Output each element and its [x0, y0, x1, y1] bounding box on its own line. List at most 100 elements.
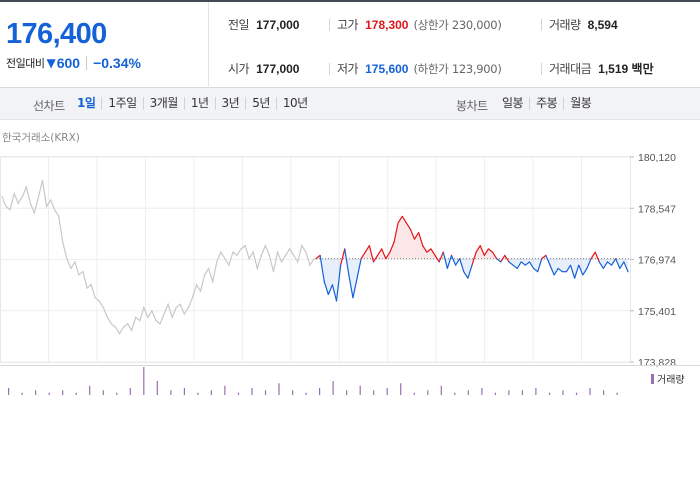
data-point-today: [471, 264, 473, 266]
data-point-previous: [244, 245, 246, 247]
volume-bar: [183, 388, 185, 395]
data-point-today: [381, 248, 383, 250]
line-chart-label: 선차트: [33, 99, 65, 113]
data-point-previous: [74, 261, 76, 263]
area-segment: [414, 232, 419, 259]
data-point-previous: [199, 290, 202, 292]
line-segment: [508, 261, 514, 266]
data-point-previous: [163, 313, 165, 315]
data-point-previous: [17, 202, 19, 204]
candle-period-tab-1[interactable]: 주봉: [529, 97, 563, 110]
volume-bar: [467, 390, 469, 395]
data-point-previous: [248, 258, 250, 260]
data-point-today: [500, 261, 502, 263]
line-segment: [545, 255, 551, 266]
data-point-previous: [90, 284, 92, 286]
data-point-previous: [66, 258, 68, 260]
volume-bar: [454, 392, 456, 395]
line-period-tab-5[interactable]: 5년: [245, 97, 276, 110]
volume-bar: [237, 392, 240, 395]
data-point-today: [520, 261, 522, 263]
line-segment: [426, 248, 432, 253]
data-point-previous: [94, 297, 96, 299]
volume-bar: [210, 390, 212, 395]
volume-bar: [359, 385, 361, 395]
line-segment: [319, 255, 325, 282]
volume-bar: [143, 367, 145, 395]
line-segment: [557, 267, 563, 273]
candle-period-tabs: 일봉 주봉 월봉: [496, 97, 597, 110]
volume-bar: [575, 392, 578, 395]
volume-bar: [305, 392, 307, 395]
data-point-previous: [9, 209, 11, 211]
area-segment: [422, 245, 427, 259]
area-segment: [554, 258, 559, 275]
line-segment: [578, 264, 584, 276]
area-segment: [328, 258, 333, 295]
line-segment: [496, 258, 502, 263]
data-point-previous: [54, 209, 56, 211]
price-chart: 180,120 178,547 176,974 175,401 173,828 한국거래…: [0, 121, 700, 401]
data-point-previous: [293, 254, 295, 256]
volume-bar: [508, 390, 510, 395]
area-segment: [398, 216, 403, 259]
data-point-previous: [212, 280, 214, 283]
volume-bar: [440, 385, 442, 395]
divider: [86, 56, 88, 70]
data-point-today: [479, 245, 481, 247]
stat-high: 고가 178,300 (상한가 230,000): [337, 17, 502, 33]
line-period-tab-3[interactable]: 1년: [183, 97, 215, 110]
data-point-previous: [240, 248, 242, 250]
line-segment: [360, 251, 366, 259]
volume-swatch: [651, 373, 654, 384]
data-point-today: [430, 248, 432, 250]
line-segment: [455, 258, 461, 266]
data-point-today: [602, 267, 605, 269]
volume-bar: [332, 381, 334, 395]
data-point-today: [401, 215, 403, 217]
line-period-tab-6[interactable]: 10년: [275, 97, 314, 110]
area-segment: [533, 258, 538, 272]
line-period-tab-4[interactable]: 3년: [214, 97, 246, 110]
area-segment: [476, 245, 481, 259]
price-box: 176,400 전일대비 ▼ 600 −0.34%: [0, 2, 209, 88]
line-segment: [344, 248, 350, 276]
data-point-previous: [183, 313, 185, 315]
data-point-today: [368, 245, 370, 247]
data-point-previous: [256, 267, 258, 269]
line-segment: [512, 264, 518, 269]
data-point-previous: [41, 179, 44, 182]
line-segment: [598, 261, 604, 269]
line-period-tab-1[interactable]: 1주일: [101, 97, 142, 110]
line-period-tab-2[interactable]: 3개월: [142, 97, 184, 110]
data-point-today: [483, 254, 485, 256]
candle-period-tab-0[interactable]: 일봉: [502, 96, 524, 110]
data-point-previous: [159, 323, 161, 325]
data-point-today: [364, 251, 366, 253]
line-period-tab-0[interactable]: 1일: [77, 96, 96, 110]
area-segment: [525, 258, 530, 266]
data-point-previous: [220, 251, 222, 253]
divider: [541, 19, 542, 31]
data-point-previous: [268, 254, 270, 256]
volume-bar: [264, 390, 267, 395]
line-segment: [372, 255, 379, 263]
area-segment: [582, 258, 587, 275]
data-point-today: [446, 267, 448, 269]
divider: [541, 63, 542, 75]
area-segment: [324, 258, 329, 295]
data-point-previous: [135, 316, 137, 318]
line-segment: [463, 271, 469, 279]
volume-bar: [427, 390, 429, 395]
y-tick-label: 180,120: [638, 152, 676, 164]
line-segment: [549, 264, 555, 276]
data-point-previous: [82, 271, 84, 273]
area-segment: [352, 258, 358, 298]
data-point-today: [455, 264, 457, 266]
data-point-today: [434, 254, 436, 256]
line-segment: [615, 258, 621, 269]
candle-period-tab-2[interactable]: 월봉: [563, 97, 597, 110]
volume-bar: [197, 392, 199, 395]
line-segment: [434, 255, 440, 263]
line-segment: [590, 251, 596, 259]
